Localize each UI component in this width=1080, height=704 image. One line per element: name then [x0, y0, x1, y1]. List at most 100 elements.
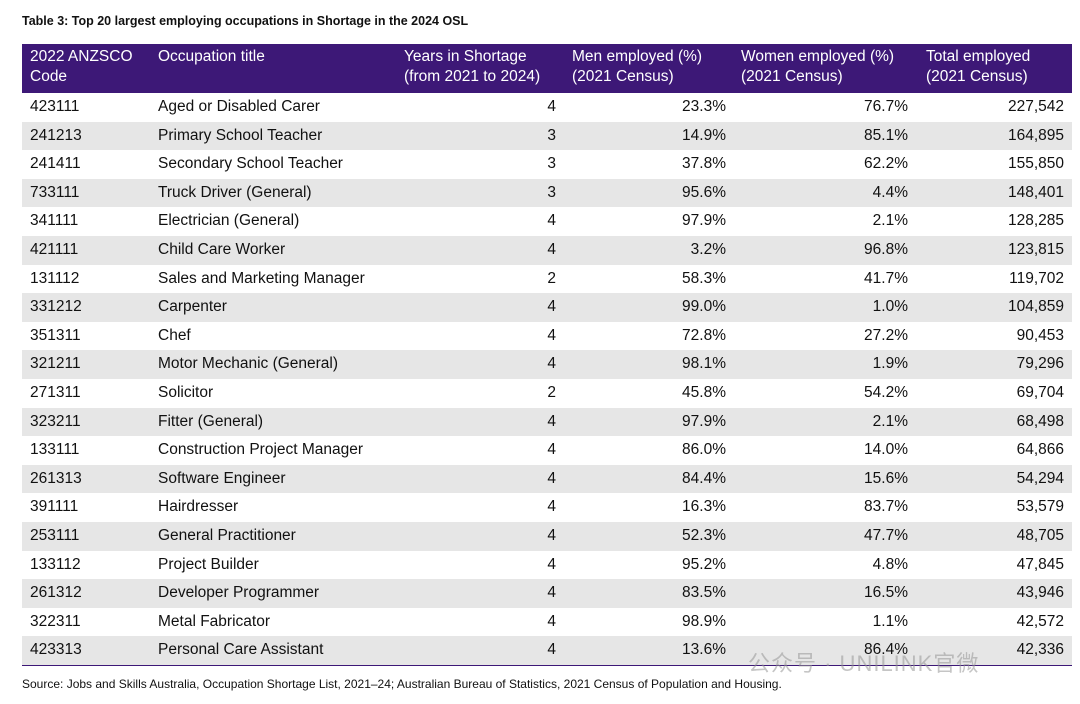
header-cell: Total employed (2021 Census)	[926, 47, 1030, 87]
header-line: (2021 Census)	[741, 68, 843, 85]
table-cell: 15.6%	[864, 469, 908, 487]
table-cell: 96.8%	[864, 240, 908, 258]
table-cell: 76.7%	[864, 98, 908, 115]
table-cell: Fitter (General)	[158, 412, 264, 430]
table-cell: Chef	[158, 326, 191, 344]
table-cell: 119,702	[1009, 269, 1064, 287]
header-line: Men employed (%)	[572, 48, 703, 65]
table-title: Table 3: Top 20 largest employing occupa…	[22, 14, 469, 28]
table-cell: 148,401	[1007, 183, 1064, 201]
table-cell: 241213	[30, 126, 82, 144]
table-cell: 4	[547, 584, 556, 602]
table-row: 351311 Chef 4 72.8% 27.2% 90,453	[22, 322, 1072, 351]
table-row: 261313 Software Engineer 4 84.4% 15.6% 54,294	[22, 464, 1072, 494]
table-cell: 47,845	[1016, 555, 1064, 573]
table-cell: 4	[547, 240, 556, 258]
table-cell: Aged or Disabled Carer	[158, 98, 320, 115]
table-cell: 421111	[30, 240, 79, 258]
header-line: Occupation title	[158, 48, 265, 65]
table-row: 423313 Personal Care Assistant 4 13.6% 86.4%…	[22, 636, 1072, 665]
table-cell: 58.3%	[682, 269, 726, 287]
table-cell: 98.1%	[682, 355, 726, 373]
header-cell: Women employed (%) (2021 Census)	[741, 47, 894, 87]
table-cell: 155,850	[1007, 155, 1064, 173]
table-cell: 4	[547, 212, 556, 230]
table-cell: 323211	[30, 412, 81, 430]
table-cell: 54.2%	[864, 383, 908, 401]
table-cell: 261312	[30, 584, 82, 602]
table-cell: 95.6%	[682, 183, 726, 201]
table-cell: 99.0%	[682, 298, 726, 316]
table-cell: 3	[547, 155, 556, 173]
table-cell: 331212	[30, 298, 82, 316]
table-cell: 84.4%	[682, 469, 726, 487]
table-row: 271311 Solicitor 2 45.8% 54.2% 69,704	[22, 379, 1072, 408]
table-cell: 16.3%	[682, 498, 726, 516]
table-cell: 2	[547, 269, 556, 287]
header-line: Total employed	[926, 48, 1031, 65]
table-row: 131112 Sales and Marketing Manager 2 58.3% 4…	[22, 265, 1072, 294]
header-line: Years in Shortage	[404, 48, 527, 65]
table-body: 423111 Aged or Disabled Carer 4 23.3% 76.7% 2…	[22, 93, 1072, 665]
table-cell: 4	[547, 412, 556, 430]
table-cell: 27.2%	[864, 326, 908, 344]
table-cell: Secondary School Teacher	[158, 155, 343, 173]
table-cell: 97.9%	[682, 212, 726, 230]
table-cell: 131112	[30, 269, 80, 287]
table-cell: 2.1%	[872, 412, 908, 430]
table-cell: 86.4%	[864, 641, 908, 659]
table-cell: 54,294	[1016, 469, 1064, 487]
header-cell: Men employed (%) (2021 Census)	[572, 47, 702, 87]
table-row: 331212 Carpenter 4 99.0% 1.0% 104,859	[22, 293, 1072, 322]
table-cell: Electrician (General)	[158, 212, 300, 230]
table-cell: 271311	[30, 383, 81, 401]
table-cell: 261313	[30, 469, 82, 487]
table-cell: 2	[547, 383, 556, 401]
table-cell: 133112	[30, 555, 81, 573]
table-cell: 351311	[30, 326, 81, 344]
header-line: (2021 Census)	[926, 68, 1028, 85]
table: 2022 ANZSCO Code Occupation title Years in …	[22, 44, 1072, 666]
table-row: 321211 Motor Mechanic (General) 4 98.1% 1.9%…	[22, 350, 1072, 379]
table-cell: Solicitor	[158, 383, 214, 401]
table-cell: 52.3%	[682, 526, 726, 544]
table-cell: 253111	[30, 526, 80, 544]
header-line: Women employed (%)	[741, 48, 895, 65]
table-cell: 14.0%	[864, 441, 908, 459]
table-cell: Software Engineer	[158, 469, 286, 487]
table-cell: 227,542	[1007, 98, 1064, 115]
table-cell: General Practitioner	[158, 526, 296, 544]
table-cell: 98.9%	[682, 612, 726, 630]
table-cell: 4.4%	[872, 183, 908, 201]
table-row: 253111 General Practitioner 4 52.3% 47.7% 48,…	[22, 521, 1072, 551]
table-cell: 16.5%	[864, 584, 908, 602]
table-cell: 86.0%	[682, 441, 726, 459]
header-line: (from 2021 to 2024)	[404, 68, 541, 85]
table-cell: 13.6%	[682, 641, 726, 659]
table-cell: 133111	[30, 441, 80, 459]
table-cell: Motor Mechanic (General)	[158, 355, 339, 373]
table-cell: 4	[547, 441, 556, 459]
table-cell: 321211	[30, 355, 81, 373]
table-cell: 1.9%	[872, 355, 908, 373]
table-cell: 37.8%	[682, 155, 726, 173]
table-row: 261312 Developer Programmer 4 83.5% 16.5% 43,…	[22, 579, 1072, 608]
table-cell: 95.2%	[682, 555, 726, 573]
table-cell: 4	[547, 555, 556, 573]
table-cell: 4	[547, 469, 556, 487]
table-row: 241411 Secondary School Teacher 3 37.8% 62.2…	[22, 150, 1072, 179]
table-bottom-rule	[22, 664, 1072, 666]
table-cell: 423313	[30, 641, 82, 659]
table-row: 133112 Project Builder 4 95.2% 4.8% 47,845	[22, 551, 1072, 580]
table-cell: 68,498	[1016, 412, 1064, 430]
table-row: 341111 Electrician (General) 4 97.9% 2.1% 128…	[22, 207, 1072, 236]
table-row: 322311 Metal Fabricator 4 98.9% 1.1% 42,572	[22, 608, 1072, 637]
table-cell: 97.9%	[682, 412, 726, 430]
header-line: Code	[30, 68, 68, 85]
table-cell: Primary School Teacher	[158, 126, 323, 144]
table-cell: Project Builder	[158, 555, 259, 573]
table-cell: 85.1%	[864, 126, 908, 144]
table-cell: 104,859	[1007, 298, 1064, 316]
table-cell: 62.2%	[864, 155, 908, 173]
